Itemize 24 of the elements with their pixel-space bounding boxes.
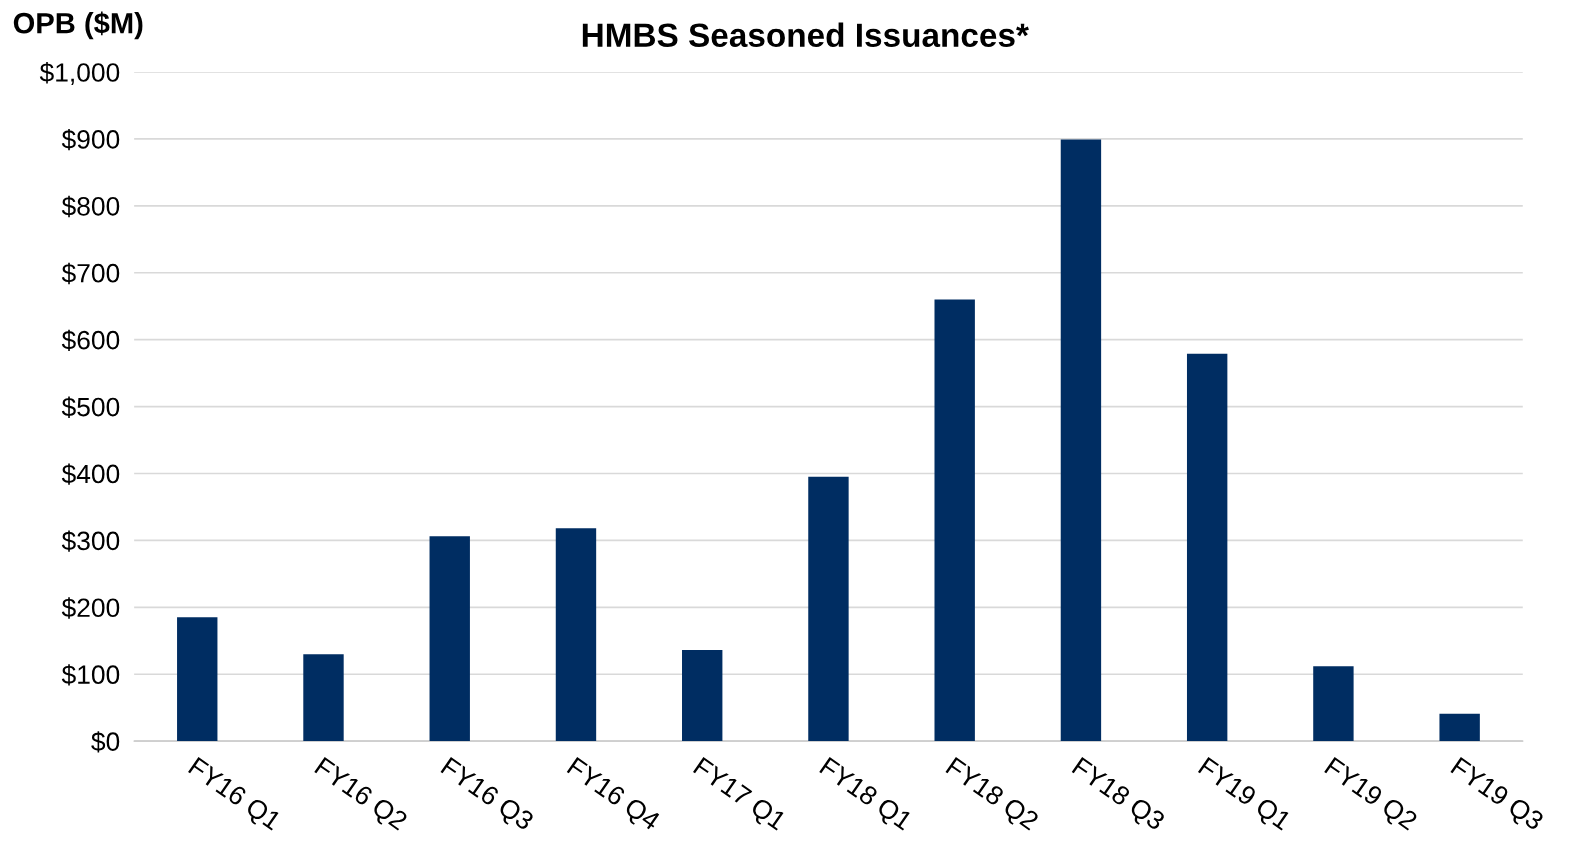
y-tick-label: $600	[61, 329, 120, 352]
bar	[682, 650, 723, 742]
y-tick-label: $500	[61, 396, 120, 418]
y-tick-label: $900	[61, 128, 120, 151]
y-tick-label: $1,000	[39, 62, 120, 85]
bar	[555, 528, 597, 742]
bar	[429, 536, 470, 742]
y-tick-label: $100	[61, 664, 120, 686]
y-tick-label: $400	[61, 463, 120, 485]
bar	[1439, 713, 1480, 742]
bar	[1060, 139, 1102, 742]
bar	[177, 617, 218, 742]
bar	[1186, 353, 1228, 742]
y-tick-label: $800	[61, 195, 120, 218]
y-tick-label: $700	[61, 262, 120, 285]
chart-title: HMBS Seasoned Issuances*	[582, 22, 1029, 48]
bar	[934, 299, 975, 742]
bar	[1313, 666, 1354, 742]
bar	[303, 654, 344, 742]
y-tick-label: $300	[61, 530, 120, 552]
y-tick-label: $200	[61, 597, 120, 619]
y-tick-label: $0	[91, 731, 120, 753]
y-axis-title: OPB ($M)	[13, 11, 143, 40]
bar	[808, 476, 849, 742]
